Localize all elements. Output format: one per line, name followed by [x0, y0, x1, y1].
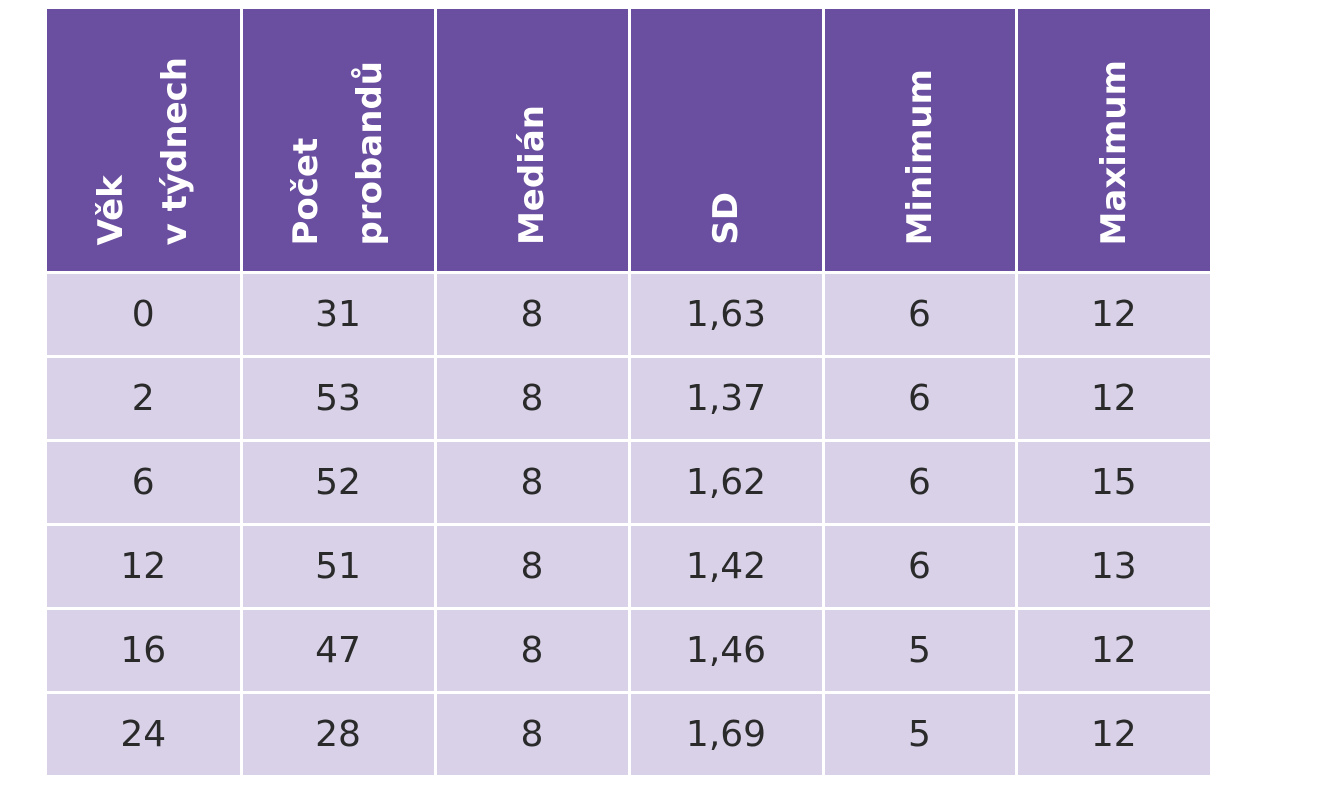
table-cell: 31: [241, 271, 437, 357]
table-cell: 1,42: [629, 523, 825, 609]
table-cell: 1,63: [629, 271, 825, 357]
table-cell: 8: [435, 355, 631, 441]
header-line: v týdnech: [155, 56, 196, 245]
table-row: 24 28 8 1,69 5 12: [47, 691, 1210, 775]
table-cell: 12: [1016, 691, 1210, 775]
table-row: 2 53 8 1,37 6 12: [47, 355, 1210, 441]
header-line: SD: [706, 192, 746, 245]
table-cell: 6: [823, 439, 1018, 525]
table-cell: 12: [47, 523, 243, 609]
column-header-minimum: Minimum: [823, 9, 1018, 273]
table-cell: 24: [47, 691, 243, 775]
table-cell: 15: [1016, 439, 1210, 525]
header-line: probandů: [350, 60, 390, 246]
table-cell: 51: [241, 523, 437, 609]
table-row: 6 52 8 1,62 6 15: [47, 439, 1210, 525]
table-cell: 1,62: [629, 439, 825, 525]
table-cell: 0: [47, 271, 243, 357]
table-cell: 16: [47, 607, 243, 693]
header-line: Maximum: [1093, 59, 1134, 245]
table-cell: 1,37: [629, 355, 825, 441]
header-line: Medián: [512, 104, 552, 245]
table-row: 12 51 8 1,42 6 13: [47, 523, 1210, 609]
table-cell: 12: [1016, 355, 1210, 441]
table-cell: 28: [241, 691, 437, 775]
table-cell: 6: [823, 355, 1018, 441]
column-header-age-weeks: Věk v týdnech: [47, 9, 243, 273]
table-cell: 8: [435, 439, 631, 525]
column-header-maximum: Maximum: [1016, 9, 1210, 273]
table-row: 0 31 8 1,63 6 12: [47, 271, 1210, 357]
table-cell: 12: [1016, 607, 1210, 693]
table-cell: 6: [823, 523, 1018, 609]
table-cell: 1,69: [629, 691, 825, 775]
header-row: Věk v týdnech Počet probandů: [47, 9, 1210, 273]
header-line: Věk: [91, 174, 132, 245]
table-cell: 6: [823, 271, 1018, 357]
table-cell: 12: [1016, 271, 1210, 357]
table-cell: 5: [823, 607, 1018, 693]
header-line: Počet: [286, 137, 326, 245]
table-cell: 8: [435, 607, 631, 693]
column-header-sd: SD: [629, 9, 825, 273]
table-cell: 47: [241, 607, 437, 693]
table-cell: 52: [241, 439, 437, 525]
table-cell: 8: [435, 691, 631, 775]
header-line: Minimum: [899, 68, 940, 245]
table-cell: 8: [435, 523, 631, 609]
table-cell: 2: [47, 355, 243, 441]
table-header: Věk v týdnech Počet probandů: [47, 9, 1210, 273]
table-row: 16 47 8 1,46 5 12: [47, 607, 1210, 693]
table-body: 0 31 8 1,63 6 12 2 53 8 1,37 6 12 6 52 8…: [47, 271, 1210, 775]
table-cell: 13: [1016, 523, 1210, 609]
column-header-median: Medián: [435, 9, 631, 273]
column-header-subject-count: Počet probandů: [241, 9, 437, 273]
table-cell: 5: [823, 691, 1018, 775]
table-cell: 1,46: [629, 607, 825, 693]
table-cell: 6: [47, 439, 243, 525]
table-cell: 53: [241, 355, 437, 441]
data-table: Věk v týdnech Počet probandů: [47, 9, 1210, 775]
table-cell: 8: [435, 271, 631, 357]
data-table-container: Věk v týdnech Počet probandů: [47, 9, 1210, 775]
